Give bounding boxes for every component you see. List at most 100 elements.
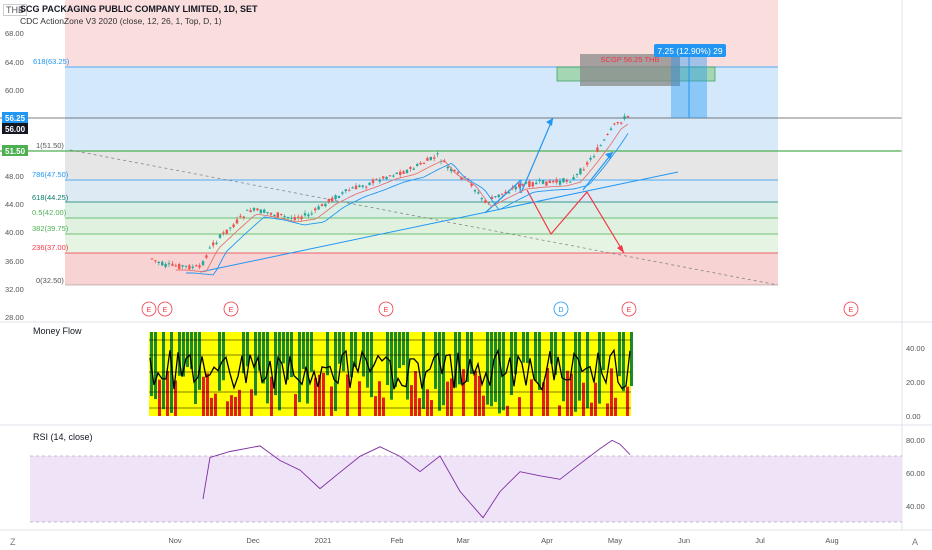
symbol-title[interactable]: SCG PACKAGING PUBLIC COMPANY LIMITED, 1D…: [20, 4, 258, 14]
indicator-title[interactable]: CDC ActionZone V3 2020 (close, 12, 26, 1…: [20, 16, 222, 26]
candle-body: [239, 215, 242, 217]
level-tag: 51.50: [5, 147, 26, 156]
money-flow-title[interactable]: Money Flow: [33, 326, 82, 336]
money-flow-bar: [526, 332, 529, 364]
candle-body: [616, 122, 619, 124]
candle-body: [450, 168, 453, 172]
candle-body: [589, 157, 592, 160]
candle-body: [195, 265, 198, 267]
money-flow-bar: [334, 332, 337, 412]
candle-body: [497, 194, 500, 197]
money-flow-bar: [374, 396, 377, 416]
money-flow-bar: [554, 332, 557, 375]
currency-badge[interactable]: THB: [3, 4, 27, 16]
rsi-title[interactable]: RSI (14, close): [33, 432, 93, 442]
candlestick-series[interactable]: [150, 113, 630, 270]
candle-body: [484, 200, 487, 203]
money-flow-bar: [590, 402, 593, 416]
money-flow-bar: [458, 332, 461, 385]
candle-body: [531, 182, 534, 187]
svg-text:Aug: Aug: [825, 536, 838, 545]
level-tag-bg: [2, 145, 28, 156]
candle-body: [178, 264, 181, 269]
candle-body: [388, 175, 392, 177]
price-tick: 68.00: [5, 29, 24, 38]
candle-body: [416, 164, 419, 166]
uptrend-line[interactable]: [199, 171, 679, 273]
candle-body: [150, 258, 154, 260]
money-flow-bar: [382, 397, 385, 416]
money-flow-bar: [390, 332, 393, 400]
money-flow-bar: [414, 371, 417, 416]
money-flow-bar: [270, 376, 273, 416]
candle-body: [558, 180, 562, 185]
candle-body: [286, 217, 290, 219]
money-flow-bar: [282, 332, 285, 364]
money-flow-bar: [170, 332, 173, 413]
time-axis[interactable]: Nov Dec 2021 Feb Mar Apr May Jun Jul Aug: [168, 536, 838, 545]
candle-body: [365, 186, 368, 188]
zoom-button[interactable]: Z: [10, 537, 16, 547]
money-flow-pane[interactable]: [149, 332, 633, 416]
candle-body: [382, 176, 385, 179]
candle-body: [490, 196, 494, 199]
event-markers[interactable]: E E E E D E E: [141, 301, 859, 317]
fib-label-786: 786(47.50): [32, 170, 69, 179]
candle-body: [303, 213, 307, 216]
svg-text:0.00: 0.00: [906, 412, 921, 421]
candle-body: [626, 115, 630, 118]
candle-body: [154, 260, 157, 262]
money-flow-bar: [418, 398, 421, 416]
projection-arrows[interactable]: [484, 117, 625, 254]
money-flow-axis: 40.00 20.00 0.00: [906, 344, 925, 421]
money-flow-bar: [630, 332, 633, 387]
candle-body: [337, 195, 341, 198]
money-flow-bar: [434, 332, 437, 389]
event-marker-earnings: E: [229, 307, 234, 314]
candle-body: [480, 198, 483, 200]
rsi-line[interactable]: [202, 439, 631, 519]
money-flow-bar: [518, 397, 521, 416]
price-tick: 36.00: [5, 257, 24, 266]
money-flow-bar: [154, 332, 157, 400]
fib-label-618: 618(44.25): [32, 193, 69, 202]
candle-body: [283, 215, 286, 217]
price-axis[interactable]: 68.00 64.00 60.00 52.00 48.00 44.00 40.0…: [5, 29, 24, 322]
candle-body: [249, 210, 252, 213]
money-flow-bar: [274, 332, 277, 396]
candle-body: [582, 169, 585, 171]
fib-labels: 618(63.25) 1(51.50) 786(47.50) 618(44.25…: [32, 57, 70, 285]
money-flow-bar: [246, 332, 249, 367]
candle-body: [354, 185, 358, 190]
candle-body: [317, 206, 320, 210]
money-flow-bar: [510, 332, 513, 396]
candle-body: [375, 179, 378, 181]
candle-body: [385, 177, 388, 180]
candle-body: [351, 187, 354, 189]
money-flow-bar: [326, 332, 329, 376]
candle-body: [191, 266, 194, 268]
money-flow-bar: [474, 370, 477, 416]
auto-scale-button[interactable]: A: [912, 537, 919, 547]
candle-body: [623, 116, 626, 120]
money-flow-bar: [462, 369, 465, 416]
money-flow-bar: [222, 332, 225, 381]
moving-average-slow: [186, 133, 629, 276]
money-flow-bar: [298, 332, 301, 403]
candle-body: [596, 147, 599, 152]
candle-body: [538, 180, 541, 182]
candle-body: [201, 261, 205, 265]
candle-body: [548, 180, 551, 183]
money-flow-bar: [290, 332, 293, 378]
candle-body: [402, 171, 405, 174]
candle-body: [620, 122, 623, 124]
last-price-tag: 56.25: [5, 114, 26, 123]
candle-body: [222, 232, 225, 234]
candle-body: [259, 209, 262, 214]
money-flow-bar: [438, 332, 441, 411]
price-tick: 40.00: [5, 228, 24, 237]
dashed-trendline[interactable]: [69, 149, 779, 286]
fib-label-236: 236(37.00): [32, 243, 69, 252]
candle-body: [487, 202, 490, 204]
